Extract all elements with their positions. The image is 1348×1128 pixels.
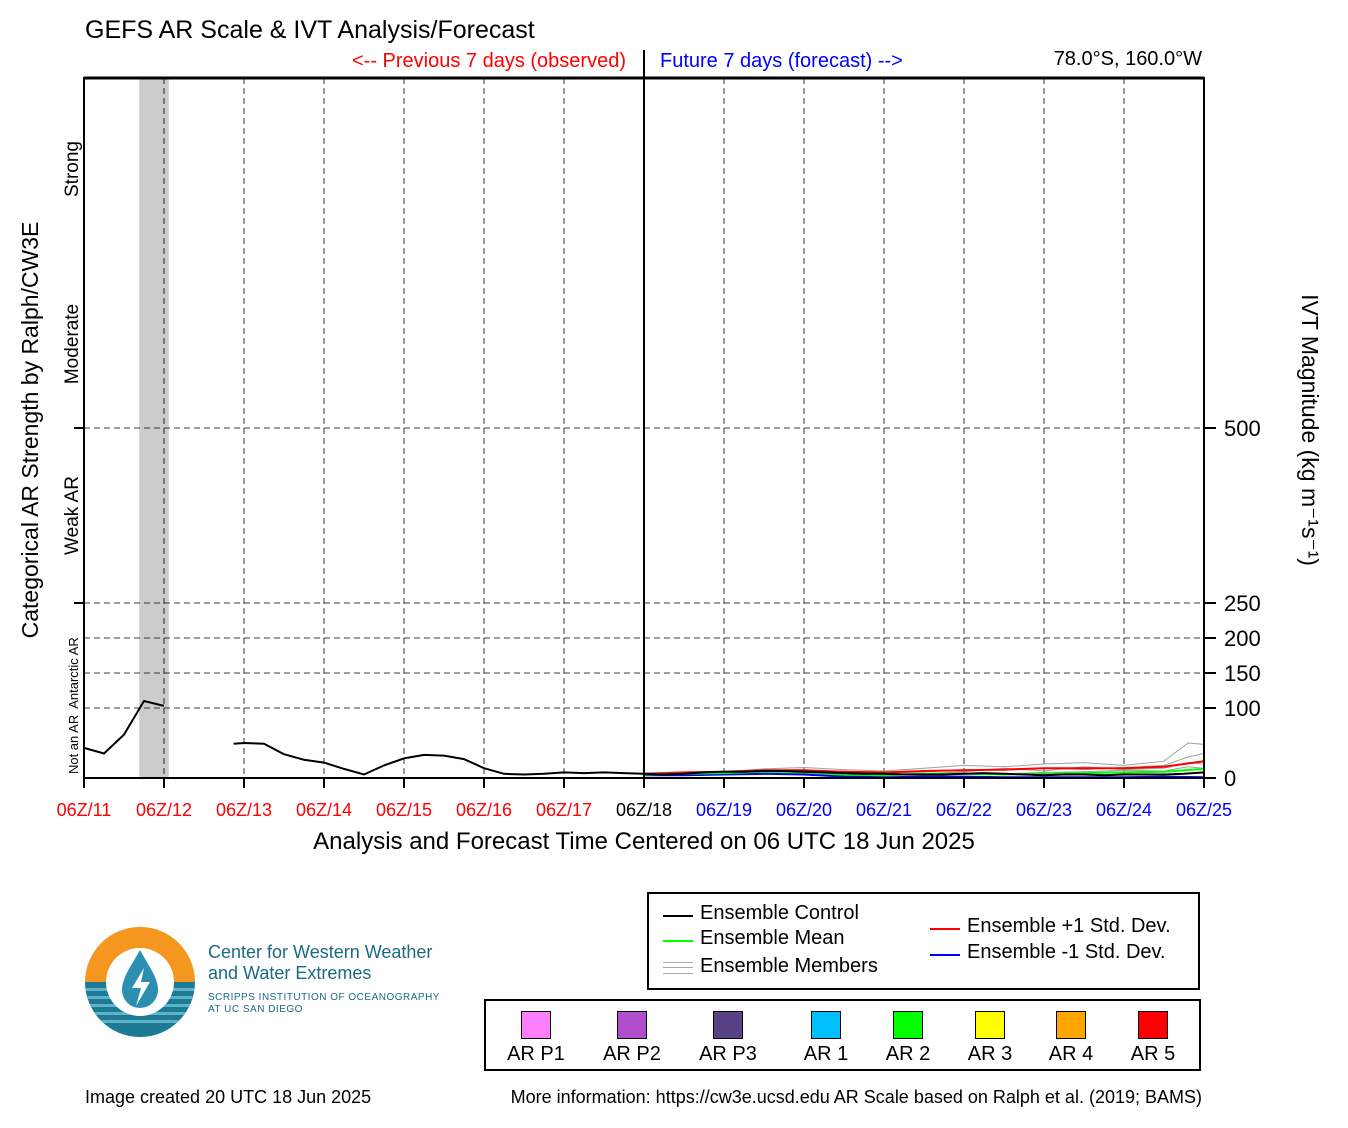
swatch-ar-p1 — [521, 1011, 551, 1039]
org-sub-line1: SCRIPPS INSTITUTION OF OCEANOGRAPHY — [208, 992, 440, 1003]
y-tick-label: 100 — [1224, 696, 1261, 721]
x-tick-label: 06Z/20 — [776, 800, 832, 820]
x-tick-label: 06Z/15 — [376, 800, 432, 820]
category-label: AR P3 — [699, 1043, 757, 1065]
x-tick-label: 06Z/12 — [136, 800, 192, 820]
category-label-strong: Strong — [62, 141, 83, 197]
category-ar-1: AR 1 — [786, 1011, 866, 1066]
x-tick-label: 06Z/11 — [57, 800, 112, 820]
series-line-control — [233, 741, 1205, 777]
category-label: AR 1 — [803, 1043, 849, 1065]
category-label: AR P2 — [603, 1043, 661, 1065]
category-ar-3: AR 3 — [950, 1011, 1030, 1066]
category-label: AR P1 — [507, 1043, 565, 1065]
swatch-ar-4 — [1056, 1011, 1086, 1039]
category-label: AR 2 — [885, 1043, 931, 1065]
category-ar-5: AR 5 — [1113, 1011, 1193, 1066]
category-label-antarctic-ar: Antarctic AR — [66, 637, 81, 709]
legend: Ensemble Control Ensemble Mean Ensemble … — [647, 892, 1200, 990]
left-axis-title: Categorical AR Strength by Ralph/CW3E — [17, 222, 43, 639]
y-tick-label: 200 — [1224, 626, 1261, 651]
org-name: Center for Western Weather and Water Ext… — [208, 942, 432, 984]
x-axis-title: Analysis and Forecast Time Centered on 0… — [313, 828, 975, 855]
legend-control-label: Ensemble Control — [700, 902, 859, 924]
y-tick-label: 0 — [1224, 766, 1236, 791]
x-tick-label: 06Z/14 — [296, 800, 352, 820]
swatch-ar-5 — [1138, 1011, 1168, 1039]
category-label: AR 4 — [1048, 1043, 1094, 1065]
org-subtitle: SCRIPPS INSTITUTION OF OCEANOGRAPHY AT U… — [208, 992, 440, 1016]
x-tick-label: 06Z/24 — [1096, 800, 1152, 820]
ar-category-legend: AR P1 AR P2 AR P3 AR 1 AR 2 AR 3 AR 4 AR… — [484, 999, 1201, 1071]
legend-members-line-mid — [663, 967, 693, 968]
x-tick-label: 06Z/25 — [1176, 800, 1232, 820]
image-created-note: Image created 20 UTC 18 Jun 2025 — [85, 1087, 372, 1107]
x-tick-label: 06Z/18 — [616, 800, 672, 820]
swatch-ar-p3 — [713, 1011, 743, 1039]
category-label: AR 3 — [967, 1043, 1013, 1065]
y-tick-label: 150 — [1224, 661, 1261, 686]
org-sub-line2: AT UC SAN DIEGO — [208, 1004, 303, 1015]
org-name-line1: Center for Western Weather — [208, 942, 433, 962]
category-ar-4: AR 4 — [1031, 1011, 1111, 1066]
ivt-chart: 06Z/11 06Z/12 06Z/13 06Z/14 06Z/15 06Z/16 06Z/… — [17, 50, 1323, 820]
category-ar-p3: AR P3 — [688, 1011, 768, 1066]
swatch-ar-3 — [975, 1011, 1005, 1039]
x-tick-label: 06Z/23 — [1016, 800, 1072, 820]
x-tick-label: 06Z/19 — [696, 800, 752, 820]
legend-minus-std-label: Ensemble -1 Std. Dev. — [967, 941, 1166, 963]
legend-mean-line — [663, 940, 693, 942]
org-name-line2: and Water Extremes — [208, 963, 372, 983]
cw3e-logo — [85, 927, 195, 1037]
legend-members-line — [663, 962, 693, 974]
swatch-ar-1 — [811, 1011, 841, 1039]
category-ar-p2: AR P2 — [592, 1011, 672, 1066]
x-tick-label: 06Z/17 — [536, 800, 592, 820]
category-label: AR 5 — [1130, 1043, 1176, 1065]
x-tick-label: 06Z/16 — [456, 800, 512, 820]
x-tick-label: 06Z/13 — [216, 800, 272, 820]
legend-minus-std-line — [930, 954, 960, 956]
swatch-ar-p2 — [617, 1011, 647, 1039]
legend-plus-std-line — [930, 928, 960, 930]
swatch-ar-2 — [893, 1011, 923, 1039]
future-period-label: Future 7 days (forecast) --> — [660, 50, 903, 72]
right-axis-title: IVT Magnitude (kg m⁻¹s⁻¹) — [1297, 294, 1323, 566]
previous-period-label: <-- Previous 7 days (observed) — [351, 50, 626, 72]
more-info-note: More information: https://cw3e.ucsd.edu … — [510, 1087, 1202, 1107]
category-ar-p1: AR P1 — [496, 1011, 576, 1066]
chart-title: GEFS AR Scale & IVT Analysis/Forecast — [85, 16, 535, 44]
category-label-weak-ar: Weak AR — [62, 476, 83, 555]
category-label-not-an-ar: Not an AR — [66, 715, 81, 774]
series-line-control — [83, 699, 165, 755]
y-tick-label: 500 — [1224, 416, 1261, 441]
legend-members-label: Ensemble Members — [700, 955, 878, 977]
category-label-moderate: Moderate — [62, 304, 83, 384]
legend-mean-label: Ensemble Mean — [700, 927, 845, 949]
x-tick-label: 06Z/21 — [856, 800, 912, 820]
x-tick-label: 06Z/22 — [936, 800, 992, 820]
y-tick-label: 250 — [1224, 591, 1261, 616]
legend-control-line — [663, 915, 693, 917]
location-label: 78.0°S, 160.0°W — [1053, 48, 1202, 70]
legend-plus-std-label: Ensemble +1 Std. Dev. — [967, 915, 1171, 937]
category-ar-2: AR 2 — [868, 1011, 948, 1066]
